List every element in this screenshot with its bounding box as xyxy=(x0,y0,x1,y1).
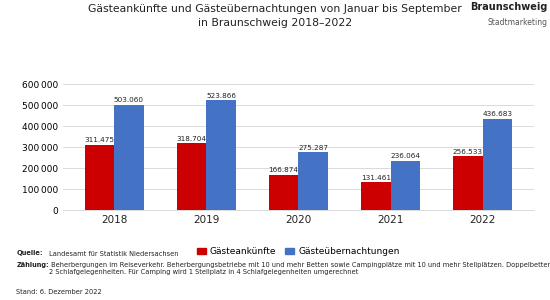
Text: 236.064: 236.064 xyxy=(390,153,420,159)
Text: Beherbergungen im Reiseverkehr. Beherbergungsbetriebe mit 10 und mehr Betten sow: Beherbergungen im Reiseverkehr. Beherber… xyxy=(49,262,550,275)
Bar xyxy=(206,100,236,210)
Text: Stand: 6. Dezember 2022: Stand: 6. Dezember 2022 xyxy=(16,289,102,295)
Text: 131.461: 131.461 xyxy=(361,175,390,181)
Text: 318.704: 318.704 xyxy=(177,136,206,142)
Bar xyxy=(453,156,483,210)
Text: in Braunschweig 2018–2022: in Braunschweig 2018–2022 xyxy=(198,18,352,28)
Text: 166.874: 166.874 xyxy=(268,167,299,173)
Bar xyxy=(177,143,206,210)
Text: Stadtmarketing: Stadtmarketing xyxy=(487,18,547,27)
Bar xyxy=(361,182,390,210)
Text: Braunschweig: Braunschweig xyxy=(470,2,547,11)
Text: Quelle:: Quelle: xyxy=(16,250,43,256)
Bar xyxy=(483,118,512,210)
Text: 311.475: 311.475 xyxy=(84,137,114,143)
Text: 436.683: 436.683 xyxy=(482,111,513,117)
Bar xyxy=(298,152,328,210)
Bar xyxy=(269,175,298,210)
Text: 256.533: 256.533 xyxy=(453,148,483,154)
Bar xyxy=(114,105,144,210)
Text: Zählung:: Zählung: xyxy=(16,262,50,268)
Text: 503.060: 503.060 xyxy=(114,97,144,103)
Legend: Gästeankünfte, Gästeübernachtungen: Gästeankünfte, Gästeübernachtungen xyxy=(194,244,403,260)
Text: Landesamt für Statistik Niedersachsen: Landesamt für Statistik Niedersachsen xyxy=(47,250,178,256)
Bar xyxy=(85,145,114,210)
Bar xyxy=(390,160,420,210)
Text: Gästeankünfte und Gästeübernachtungen von Januar bis September: Gästeankünfte und Gästeübernachtungen vo… xyxy=(88,4,462,14)
Text: 523.866: 523.866 xyxy=(206,93,236,99)
Text: 275.287: 275.287 xyxy=(298,145,328,151)
